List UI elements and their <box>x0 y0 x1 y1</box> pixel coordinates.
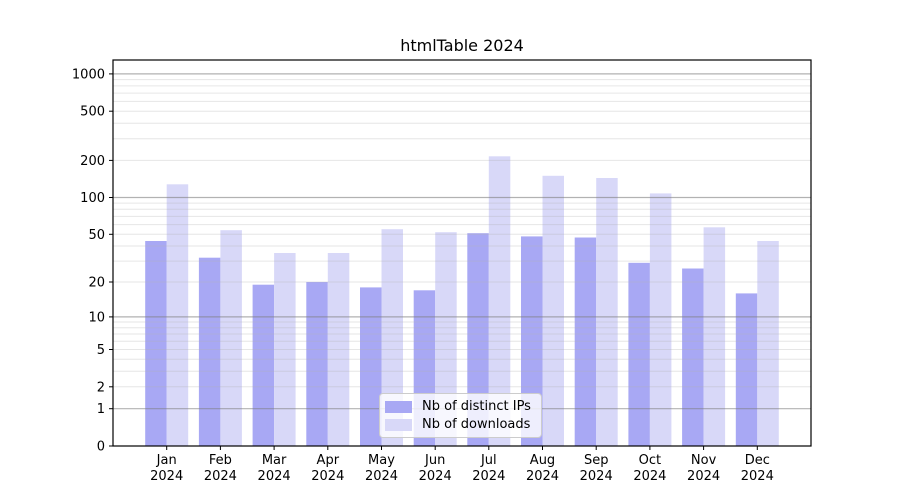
bar-downloads-Jun <box>435 232 457 446</box>
bar-downloads-Feb <box>220 230 242 446</box>
x-tick-label-month: Jul <box>480 453 497 468</box>
x-tick-label-month: Dec <box>745 453 770 468</box>
bar-distinct-ips-Oct <box>628 262 650 446</box>
bar-downloads-Aug <box>542 175 564 447</box>
y-tick-label: 500 <box>80 105 105 120</box>
y-tick-label: 50 <box>88 228 105 243</box>
bar-downloads-Jul <box>488 156 511 447</box>
x-tick-label-month: Apr <box>317 453 340 468</box>
x-tick-label-year: 2024 <box>526 469 559 484</box>
x-tick-label-year: 2024 <box>258 469 291 484</box>
y-tick-label: 1000 <box>72 67 105 82</box>
y-tick-label: 10 <box>88 310 105 325</box>
bar-distinct-ips-Sep <box>574 237 597 446</box>
x-tick-label-month: Jun <box>424 453 445 468</box>
x-tick-label-month: Aug <box>530 453 555 468</box>
legend-swatch-distinct-ips <box>385 400 412 413</box>
bar-downloads-Sep <box>596 178 618 446</box>
bar-downloads-Nov <box>703 227 726 446</box>
legend-swatch-downloads <box>385 418 412 431</box>
x-tick-label-year: 2024 <box>419 469 452 484</box>
x-tick-label-year: 2024 <box>741 469 774 484</box>
bar-distinct-ips-May <box>360 287 382 446</box>
y-tick-label: 100 <box>80 191 105 206</box>
x-tick-label-year: 2024 <box>204 469 237 484</box>
x-tick-label-year: 2024 <box>580 469 613 484</box>
x-tick-label-year: 2024 <box>311 469 344 484</box>
y-tick-label: 1 <box>97 402 105 417</box>
x-tick-label-month: Feb <box>209 453 232 468</box>
legend-item-downloads: Nb of downloads <box>385 417 533 432</box>
bar-distinct-ips-Dec <box>735 293 758 446</box>
bar-downloads-Mar <box>274 253 296 446</box>
x-tick-label-month: Sep <box>584 453 609 468</box>
plot-border <box>112 59 812 447</box>
chart-title: htmlTable 2024 <box>400 36 524 55</box>
bar-downloads-Dec <box>757 241 779 446</box>
x-tick-label-year: 2024 <box>687 469 720 484</box>
x-tick-label-month: Oct <box>639 453 661 468</box>
legend-label-downloads: Nb of downloads <box>422 417 531 432</box>
bar-downloads-Oct <box>649 193 672 446</box>
bar-distinct-ips-Mar <box>252 284 275 446</box>
y-tick-label: 2 <box>97 380 105 395</box>
x-tick-label-year: 2024 <box>472 469 505 484</box>
x-tick-label-year: 2024 <box>633 469 666 484</box>
bar-distinct-ips-Jul <box>467 233 489 446</box>
bar-downloads-May <box>381 229 403 446</box>
y-tick-label: 5 <box>97 343 105 358</box>
x-tick-label-year: 2024 <box>150 469 183 484</box>
bar-distinct-ips-Jan <box>145 241 167 446</box>
x-tick-label-year: 2024 <box>365 469 398 484</box>
legend: Nb of distinct IPs Nb of downloads <box>379 393 542 438</box>
legend-label-distinct-ips: Nb of distinct IPs <box>422 399 531 414</box>
bar-downloads-Apr <box>327 253 350 446</box>
bar-distinct-ips-Apr <box>306 282 328 446</box>
x-tick-label-month: May <box>368 453 395 468</box>
bar-distinct-ips-Nov <box>682 268 704 446</box>
legend-item-distinct-ips: Nb of distinct IPs <box>385 399 533 414</box>
x-tick-label-month: Jan <box>156 453 177 468</box>
y-tick-label: 20 <box>88 276 105 291</box>
bar-downloads-Jan <box>166 184 189 447</box>
x-tick-label-month: Mar <box>262 453 287 468</box>
y-tick-label: 0 <box>97 440 105 455</box>
bar-distinct-ips-Feb <box>198 257 221 446</box>
x-tick-label-month: Nov <box>691 453 717 468</box>
y-tick-label: 200 <box>80 154 105 169</box>
